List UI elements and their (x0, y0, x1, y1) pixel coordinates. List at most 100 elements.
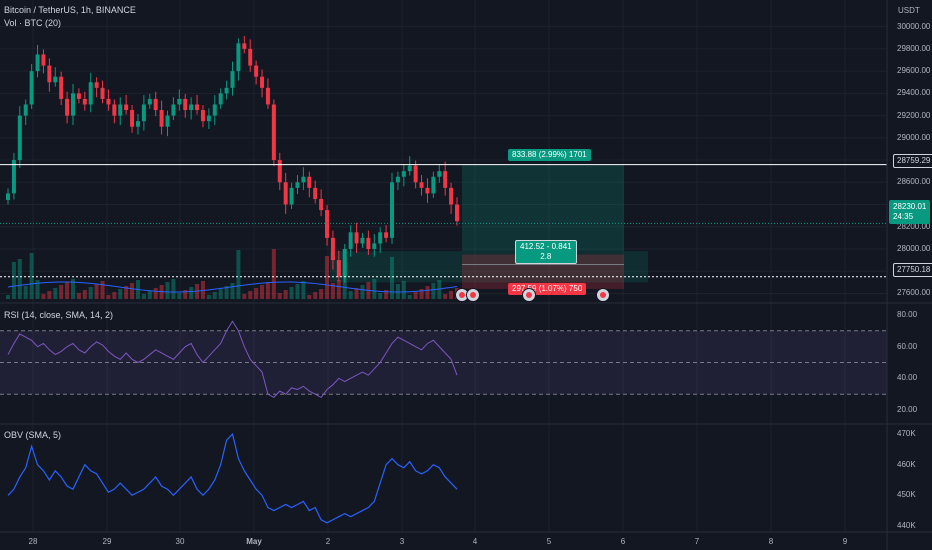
candle-body (195, 104, 200, 111)
volume-bar (325, 256, 330, 299)
volume-bar (360, 285, 365, 299)
candle-body (431, 176, 436, 194)
volume-bar (307, 295, 312, 299)
price-tick-label: 29000.00 (897, 132, 931, 142)
candle-body (348, 232, 353, 249)
candle-body (171, 104, 176, 116)
candle-body (70, 93, 75, 116)
volume-bar (147, 291, 152, 299)
candle-body (88, 82, 93, 105)
target-label[interactable]: 833.88 (2.99%) 1701 (508, 149, 591, 161)
volume-bar (224, 286, 229, 299)
volume-bar (413, 292, 418, 299)
candle-body (53, 76, 58, 83)
candle-body (147, 98, 152, 105)
last-price-tag: 28230.01 24:35 (889, 200, 931, 224)
flag-icon[interactable] (596, 288, 610, 302)
volume-bar (301, 281, 306, 299)
candle-body (212, 104, 217, 116)
candle-body (254, 65, 259, 77)
volume-bar (401, 281, 406, 299)
flag-icon[interactable] (522, 288, 536, 302)
candle-body (59, 76, 64, 99)
volume-bar (65, 282, 70, 299)
candle-body (283, 182, 288, 205)
candle-body (29, 71, 34, 105)
grid-lines (0, 0, 887, 532)
candle-body (230, 71, 235, 88)
volume-bar (41, 294, 46, 299)
obv-tick-label: 450K (897, 490, 916, 500)
time-tick-label: 8 (768, 537, 774, 546)
volume-bar (289, 287, 294, 299)
candle-body (224, 87, 229, 94)
candle-body (407, 165, 412, 172)
candle-body (6, 193, 10, 201)
volume-bar (283, 290, 288, 299)
rsi-legend[interactable]: RSI (14, close, SMA, 14, 2) (4, 310, 114, 320)
risk-reward-line1: 412.52 - 0.841 (520, 242, 572, 251)
risk-reward-label[interactable]: 412.52 - 0.841 2.8 (515, 240, 577, 264)
horizontal-levels[interactable] (0, 164, 887, 278)
candle-body (354, 232, 359, 244)
volume-bar (431, 283, 436, 299)
obv-legend[interactable]: OBV (SMA, 5) (4, 430, 62, 440)
candle-body (94, 82, 99, 88)
volume-bar (230, 283, 235, 299)
volume-bar (354, 288, 359, 299)
candle-body (319, 198, 324, 211)
candle-body (425, 187, 430, 194)
price-tick-label: 29600.00 (897, 66, 931, 76)
candle-body (289, 187, 294, 205)
rsi-tick-label: 40.00 (897, 373, 918, 383)
candle-body (360, 237, 365, 244)
candle-body (118, 104, 123, 116)
candle-body (413, 165, 418, 183)
target-zone (462, 164, 624, 252)
volume-bar (336, 280, 341, 299)
volume-bar (248, 291, 253, 299)
rsi-tick-label: 20.00 (897, 405, 918, 415)
volume-bar (242, 294, 247, 299)
volume-bar (319, 289, 324, 299)
volume-bar (6, 295, 10, 299)
candle-body (325, 210, 330, 238)
candles[interactable] (6, 36, 459, 283)
volume-bar (348, 291, 353, 299)
volume-bar (212, 292, 217, 299)
stop-label[interactable]: 297.59 (1.07%) 750 (508, 283, 587, 295)
candle-body (141, 104, 146, 122)
candle-body (449, 187, 454, 205)
volume-bar (112, 292, 117, 299)
flag-icon[interactable] (466, 288, 480, 302)
volume-bar (236, 250, 241, 299)
candle-body (330, 237, 335, 261)
candle-body (165, 115, 170, 127)
volume-legend[interactable]: Vol · BTC (20) (4, 18, 62, 28)
candle-body (455, 204, 459, 222)
candle-body (159, 110, 164, 127)
volume-bar (449, 291, 454, 299)
candle-body (390, 182, 395, 238)
volume-bar (59, 285, 64, 299)
bar-countdown: 24:35 (893, 212, 914, 221)
volume-bar (100, 281, 105, 299)
candle-body (372, 243, 377, 249)
volume-bar (390, 257, 395, 299)
flag-icon[interactable] (455, 288, 469, 302)
price-tick-label: 30000.00 (897, 21, 931, 31)
price-tick-label: 28600.00 (897, 177, 931, 187)
candle-body (183, 98, 188, 111)
volume-bar (29, 253, 34, 299)
symbol-title[interactable]: Bitcoin / TetherUS, 1h, BINANCE (4, 5, 136, 15)
candle-body (242, 43, 247, 49)
volume-bar (271, 249, 276, 299)
volume-bar (165, 282, 170, 299)
obv-pane (7, 432, 458, 524)
position-tool[interactable] (330, 164, 648, 289)
candle-body (277, 160, 282, 183)
volume-bar (130, 283, 135, 299)
volume-bar (189, 287, 194, 299)
